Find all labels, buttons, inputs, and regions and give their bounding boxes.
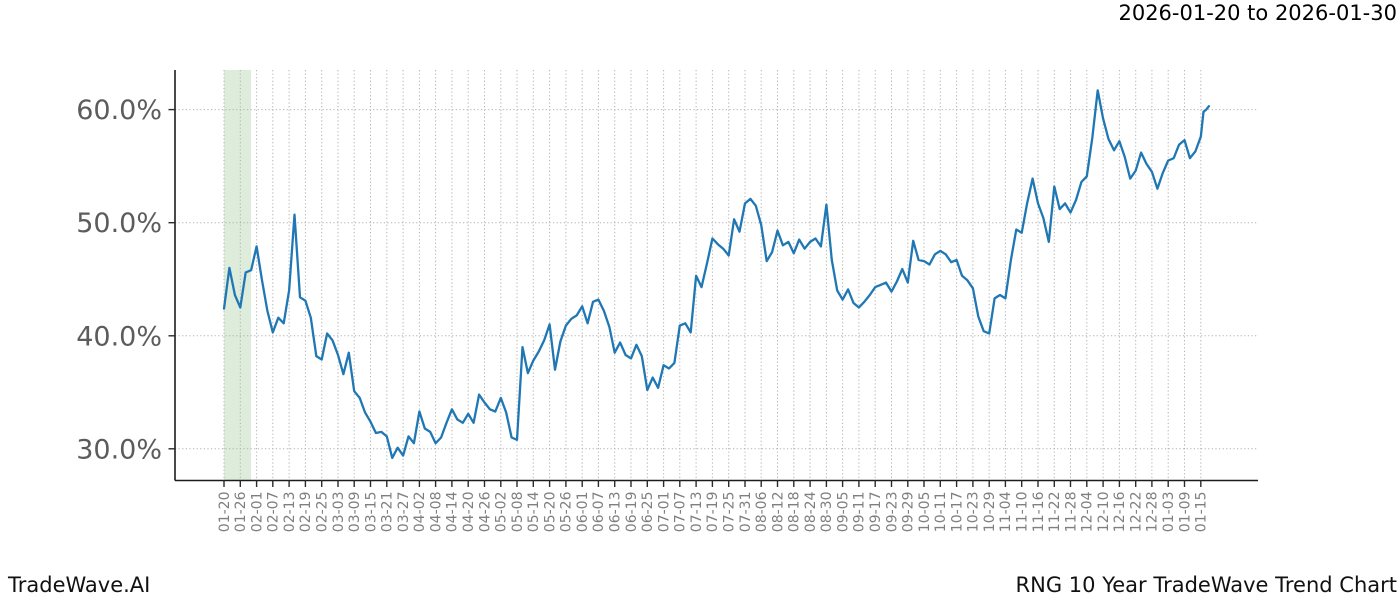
x-tick-label: 08-06 (754, 491, 770, 532)
y-tick-label: 40.0% (76, 321, 162, 352)
x-tick-label: 02-01 (249, 492, 265, 533)
x-tick-label: 02-25 (315, 492, 331, 533)
x-tick-label: 09-11 (852, 492, 868, 533)
brand-label: TradeWave.AI (8, 573, 151, 597)
x-tick-label: 03-09 (347, 492, 363, 533)
x-tick-label: 08-18 (787, 492, 803, 533)
x-tick-label: 11-04 (998, 491, 1014, 532)
y-tick-label: 50.0% (76, 208, 162, 239)
x-tick-label: 09-29 (901, 492, 917, 533)
x-tick-label: 12-10 (1096, 492, 1112, 533)
x-tick-label: 10-23 (966, 492, 982, 533)
x-tick-label: 08-30 (819, 492, 835, 533)
x-tick-label: 09-23 (884, 492, 900, 533)
x-tick-label: 04-08 (428, 492, 444, 533)
x-tick-label: 05-02 (494, 491, 510, 532)
x-tick-labels: 01-20 01-26 02-01 02-07 02-13 02-19 02-25 03-03… (217, 491, 1210, 532)
chart-title: RNG 10 Year TradeWave Trend Chart (1015, 573, 1397, 597)
x-tick-label: 12-04 (1080, 491, 1096, 532)
x-tick-label: 10-11 (933, 492, 949, 533)
y-tick-label: 30.0% (76, 434, 162, 465)
x-tick-label: 01-20 (217, 492, 233, 533)
x-tick-label: 02-13 (282, 492, 298, 533)
x-tick-label: 06-25 (640, 492, 656, 533)
x-tick-label: 03-03 (331, 492, 347, 533)
y-tick-labels: 30.0% 40.0% 50.0% 60.0% (76, 95, 162, 465)
y-gridlines (175, 109, 1258, 450)
x-tick-label: 06-13 (608, 492, 624, 533)
x-tick-label: 07-07 (673, 492, 689, 533)
x-tick-label: 03-21 (380, 492, 396, 533)
x-tick-label: 09-05 (835, 492, 851, 533)
x-tick-label: 05-08 (510, 492, 526, 533)
x-tick-label: 03-15 (363, 492, 379, 533)
x-tick-label: 10-29 (982, 492, 998, 533)
x-tick-label: 09-17 (868, 492, 884, 533)
x-tick-label: 11-10 (1015, 492, 1031, 533)
x-tick-label: 01-03 (1161, 492, 1177, 533)
x-tick-label: 04-20 (461, 492, 477, 533)
x-tick-label: 04-02 (412, 492, 428, 533)
x-tick-label: 04-26 (477, 491, 493, 532)
trend-line (222, 89, 1211, 460)
x-tick-label: 01-15 (1194, 492, 1210, 533)
x-tick-label: 02-07 (266, 492, 282, 533)
x-tick-label: 11-22 (1047, 492, 1063, 533)
x-tick-label: 03-27 (396, 492, 412, 533)
x-tick-label: 12-16 (1112, 491, 1128, 532)
date-range-label: 2026-01-20 to 2026-01-30 (1118, 1, 1397, 25)
x-tick-label: 05-20 (542, 492, 558, 533)
x-tick-label: 01-26 (233, 491, 249, 532)
x-tick-label: 08-24 (803, 491, 819, 532)
x-tick-label: 05-14 (526, 491, 542, 532)
x-tick-marks (223, 480, 1202, 487)
x-tick-label: 10-05 (917, 492, 933, 533)
y-tick-marks (168, 108, 175, 450)
x-tick-label: 07-13 (689, 492, 705, 533)
x-tick-label: 06-07 (591, 492, 607, 533)
x-tick-label: 04-14 (445, 491, 461, 532)
x-tick-label: 07-25 (722, 492, 738, 533)
x-tick-label: 06-19 (624, 492, 640, 533)
x-tick-label: 08-12 (770, 492, 786, 533)
x-tick-label: 01-09 (1177, 492, 1193, 533)
x-tick-label: 06-01 (575, 492, 591, 533)
x-tick-label: 12-28 (1145, 492, 1161, 533)
x-tick-label: 12-22 (1129, 492, 1145, 533)
x-tick-label: 11-28 (1063, 492, 1079, 533)
y-tick-label: 60.0% (76, 95, 162, 126)
x-tick-label: 10-17 (949, 492, 965, 533)
x-tick-label: 02-19 (298, 492, 314, 533)
x-gridlines (223, 70, 1202, 481)
x-tick-label: 07-19 (705, 492, 721, 533)
x-tick-label: 07-31 (738, 492, 754, 533)
x-tick-label: 05-26 (559, 491, 575, 532)
x-tick-label: 11-16 (1031, 491, 1047, 532)
x-tick-label: 07-01 (656, 492, 672, 533)
